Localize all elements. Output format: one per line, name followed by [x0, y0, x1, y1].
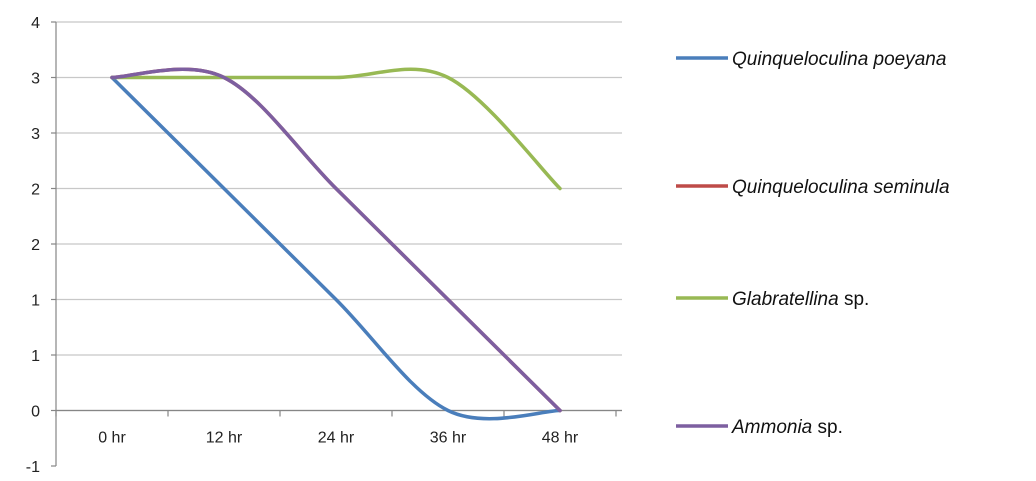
- y-tick-label: 1: [31, 293, 40, 310]
- x-tick-label: 24 hr: [318, 430, 355, 447]
- series-line-1: [110, 67, 562, 413]
- legend-entry-text: sp.: [812, 417, 843, 438]
- legend-entry-label: Ammonia sp.: [731, 417, 843, 438]
- series-lines: [110, 67, 562, 421]
- y-tick-label: 0: [31, 404, 40, 421]
- y-tick-label: 4: [31, 15, 40, 32]
- legend-entry-label: Quinqueloculina seminula: [732, 177, 950, 198]
- legend-entry-text: sp.: [839, 289, 870, 310]
- y-tick-label: 3: [31, 71, 40, 88]
- legend-entry-label: Glabratellina sp.: [732, 289, 869, 310]
- axes: 4 3 3 2 2 1 1 0 -1 0 hr 12 hr 24 hr 36 hr 48 hr: [26, 15, 622, 476]
- legend-entry-text: Glabratellina: [732, 289, 839, 310]
- x-tick-label: 0 hr: [98, 430, 126, 447]
- y-tick-label: 3: [31, 126, 40, 143]
- legend-entry-label: Quinqueloculina poeyana: [732, 49, 946, 70]
- y-tick-label: 2: [31, 182, 40, 199]
- x-tick-label: 48 hr: [542, 430, 579, 447]
- series-line-0: [110, 75, 562, 421]
- x-tick-label: 12 hr: [206, 430, 243, 447]
- x-tick-label: 36 hr: [430, 430, 467, 447]
- series-line-3: [110, 67, 562, 413]
- y-tick-label: -1: [26, 459, 40, 476]
- legend-entry-text: Ammonia: [731, 417, 812, 438]
- legend-entry-text: Quinqueloculina seminula: [732, 177, 950, 198]
- gridlines: [56, 21, 622, 412]
- legend-entry-text: Quinqueloculina poeyana: [732, 49, 946, 70]
- y-tick-label: 2: [31, 237, 40, 254]
- series-line-2: [110, 67, 562, 191]
- y-tick-label: 1: [31, 348, 40, 365]
- legend: Quinqueloculina poeyana Quinqueloculina s…: [676, 49, 950, 438]
